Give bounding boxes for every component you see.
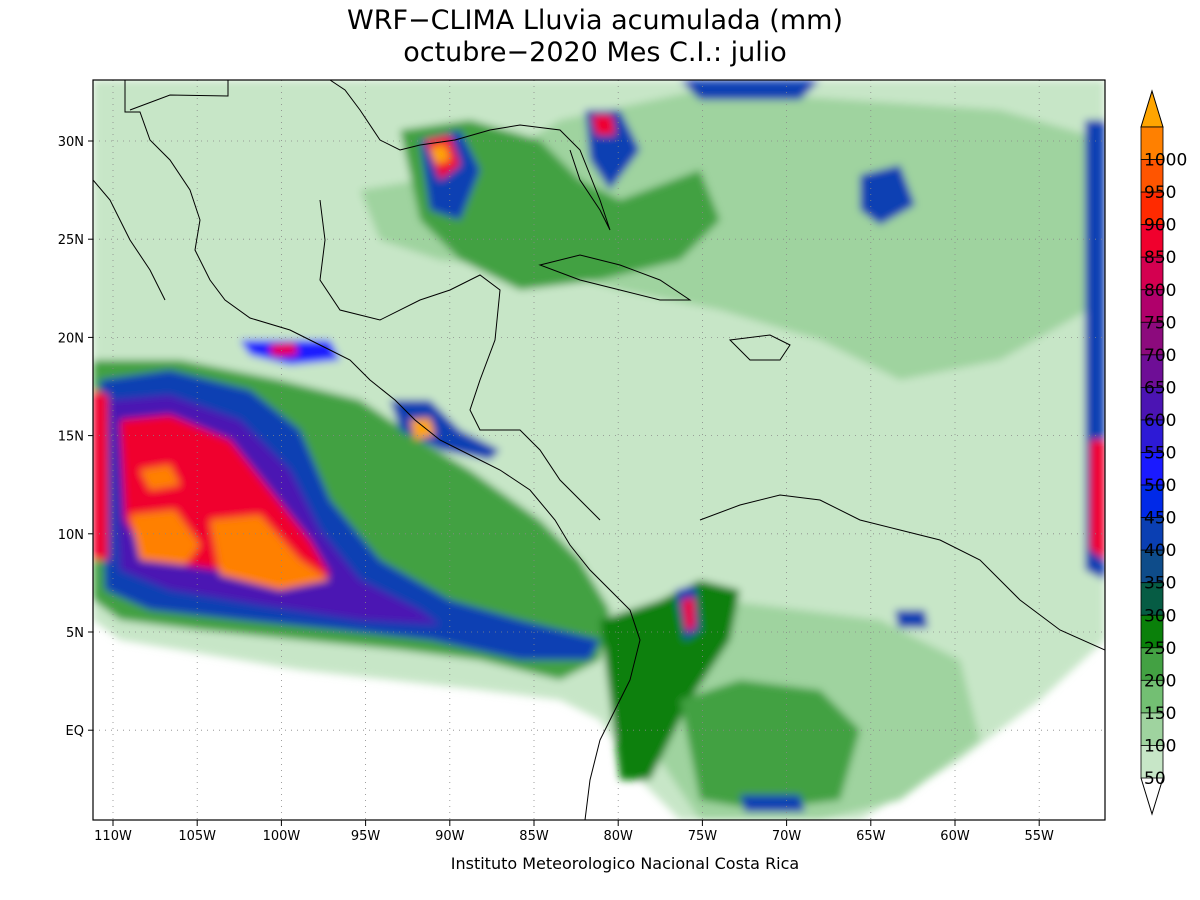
rain-area-west-edge bbox=[93, 390, 108, 560]
colorbar-label: 850 bbox=[1144, 248, 1176, 268]
longitude-label: 60W bbox=[940, 829, 970, 844]
longitude-label: 85W bbox=[519, 829, 549, 844]
coastline-hispaniola bbox=[728, 334, 791, 361]
colorbar-label: 900 bbox=[1144, 216, 1176, 236]
longitude-label: 80W bbox=[603, 829, 633, 844]
latitude-label: 5N bbox=[66, 626, 84, 641]
rain-area-colombia-red bbox=[682, 598, 695, 630]
map-subtitle: octubre−2020 Mes C.I.: julio bbox=[403, 37, 787, 68]
colorbar-label: 300 bbox=[1144, 606, 1176, 626]
coastline-gulf bbox=[129, 80, 611, 521]
colorbar-top-arrow bbox=[1140, 89, 1164, 128]
longitude-label: 90W bbox=[435, 829, 465, 844]
colorbar-label: 50 bbox=[1144, 769, 1166, 789]
coastline-cuba bbox=[538, 254, 692, 301]
colorbar-label: 750 bbox=[1144, 313, 1176, 333]
rain-area-colombia bbox=[600, 580, 740, 780]
longitude-labels: 110W 105W 100W 95W 90W 85W 80W 75W 70W 65W 60W 55W bbox=[94, 820, 1054, 844]
rain-area-pacific-orange2 bbox=[210, 515, 330, 590]
colorbar-swatch bbox=[1140, 745, 1164, 779]
coastline-sa bbox=[699, 494, 1105, 651]
gridlines bbox=[93, 80, 1105, 820]
longitude-label: 100W bbox=[263, 829, 301, 844]
colorbar-label: 550 bbox=[1144, 444, 1176, 464]
longitude-label: 65W bbox=[856, 829, 886, 844]
colorbar-label: 650 bbox=[1144, 378, 1176, 398]
latitude-label: EQ bbox=[66, 724, 84, 739]
colorbar: 50 100 150 200 250 300 350 400 450 500 550 600 650 70… bbox=[1140, 89, 1187, 816]
latitude-label: 30N bbox=[58, 135, 84, 150]
latitude-labels: 30N 25N 20N 15N 10N 5N EQ bbox=[58, 135, 93, 739]
longitude-label: 55W bbox=[1024, 829, 1054, 844]
colorbar-label: 400 bbox=[1144, 541, 1176, 561]
credit-line: Instituto Meteorologico Nacional Costa R… bbox=[450, 854, 800, 873]
rain-area-pacific-orange3 bbox=[140, 465, 180, 490]
colorbar-bottom-arrow bbox=[1140, 777, 1164, 816]
rain-area-ca bbox=[390, 400, 500, 460]
longitude-label: 95W bbox=[351, 829, 381, 844]
colorbar-label: 800 bbox=[1144, 281, 1176, 301]
colorbar-label: 1000 bbox=[1144, 151, 1187, 171]
colorbar-label: 150 bbox=[1144, 704, 1176, 724]
latitude-label: 15N bbox=[58, 430, 84, 445]
latitude-label: 25N bbox=[58, 233, 84, 248]
coastlines bbox=[93, 80, 1105, 820]
colorbar-label: 950 bbox=[1144, 183, 1176, 203]
longitude-label: 105W bbox=[178, 829, 216, 844]
colorbar-label: 100 bbox=[1144, 736, 1176, 756]
rain-area-sa-south bbox=[680, 680, 860, 810]
rain-area-atlantic bbox=[860, 165, 915, 225]
longitude-label: 110W bbox=[94, 829, 132, 844]
colorbar-label: 500 bbox=[1144, 476, 1176, 496]
latitude-label: 10N bbox=[58, 528, 84, 543]
map-frame bbox=[92, 79, 1106, 821]
rain-area-top bbox=[680, 80, 820, 100]
colorbar-label: 700 bbox=[1144, 346, 1176, 366]
colorbar-label: 450 bbox=[1144, 509, 1176, 529]
rain-area-pacific-orange bbox=[130, 510, 200, 565]
rain-area-gulf-orange bbox=[430, 145, 450, 164]
coastline-mexico-pacific bbox=[124, 80, 641, 820]
longitude-label: 75W bbox=[688, 829, 718, 844]
rainfall-field bbox=[93, 80, 1105, 820]
rain-area-sa-blob1 bbox=[740, 795, 805, 812]
colorbar-label: 600 bbox=[1144, 411, 1176, 431]
rain-area-guyana bbox=[895, 610, 928, 628]
longitude-label: 70W bbox=[772, 829, 802, 844]
rain-area-mx-red bbox=[270, 343, 297, 356]
coastline-baja bbox=[93, 179, 166, 301]
colorbar-label: 350 bbox=[1144, 574, 1176, 594]
rain-area-florida-red bbox=[592, 115, 615, 135]
rain-area-east-edge-red bbox=[1090, 440, 1105, 560]
rain-area-ca-orange bbox=[410, 418, 435, 440]
map-title: WRF−CLIMA Lluvia acumulada (mm) bbox=[347, 5, 843, 36]
rain-area-gulf bbox=[400, 120, 720, 290]
colorbar-label: 200 bbox=[1144, 671, 1176, 691]
latitude-label: 20N bbox=[58, 331, 84, 346]
colorbar-label: 250 bbox=[1144, 639, 1176, 659]
